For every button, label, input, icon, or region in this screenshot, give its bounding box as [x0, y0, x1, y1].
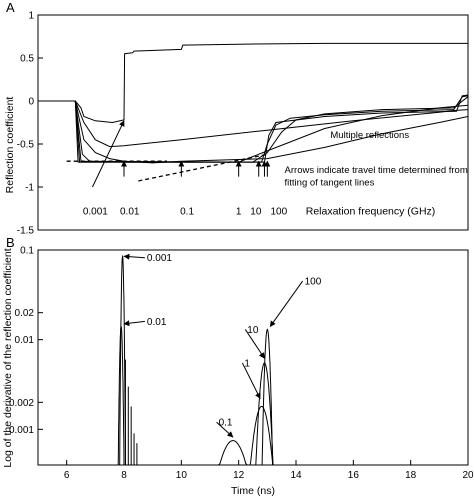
panel-b-peak-arrow: [123, 320, 145, 327]
panel-b-peak-arrow: [241, 362, 261, 400]
panel-a-annotation: fitting of tangent lines: [285, 177, 375, 188]
panel-b-peak-curve: [119, 254, 127, 466]
panel-b-peak-label: 100: [305, 277, 322, 288]
panel-b-peak-label: 0.1: [219, 418, 233, 429]
panel-a-ytick-label: -1.5: [17, 226, 35, 237]
panel-b-ytick-label: 0.01: [15, 335, 35, 346]
panel-a-arrow: [92, 120, 125, 188]
panel-b-peak-curve: [238, 405, 285, 466]
panel-a-series-line: [38, 95, 469, 163]
panel-a-series-line: [38, 42, 468, 124]
panel-a-frame: [37, 14, 469, 231]
panel-b-peak-label: 1: [244, 358, 250, 369]
panel-a-frequency-axis-label: Relaxation frequency (GHz): [306, 206, 436, 218]
panel-a-annotation: Multiple reflections: [330, 130, 409, 141]
panel-a-frequency-label: 10: [250, 207, 262, 218]
panel-b-frame: [37, 249, 469, 466]
panel-b-xtick-label: 12: [233, 470, 245, 481]
panel-b-peak-arrow: [244, 329, 265, 359]
panel-b-peak-arrow: [123, 253, 145, 260]
panel-a-ytick-label: -0.5: [17, 140, 35, 151]
panel-b-plot: 6 8 10 12 14 16 18 20 0.1 0.02 0.01 0.002 0.001 0.001…: [9, 246, 474, 482]
panel-b-xtick-label: 18: [405, 470, 417, 481]
panel-b-ytick-label: 0.002: [9, 398, 34, 409]
panel-b-ytick-label: 0.1: [20, 246, 34, 257]
panel-a-annotation: Arrows indicate travel time determined f…: [285, 165, 468, 176]
panel-b-ytick-label: 0.02: [15, 308, 35, 319]
panel-b-peak-arrow: [216, 421, 234, 438]
panel-b-ylabel: Log of the derivative of the reflection …: [2, 248, 14, 467]
panel-b-xtick-label: 20: [462, 470, 474, 481]
panel-b-peak-arrow: [269, 280, 304, 328]
panel-b-peak-label: 0.001: [147, 253, 172, 264]
panel-b-peak-label: 0.01: [147, 317, 167, 328]
panel-a-plot: 1 0.5 0 -0.5 -1 -1.5 Multiple reflections Arrow…: [17, 11, 469, 237]
panel-a-ylabel: Reflection coefficient: [4, 97, 16, 194]
panel-a-series-line: [38, 96, 469, 163]
panel-a-series-line: [38, 94, 469, 163]
panel-b-peak-curve: [117, 325, 126, 466]
panel-a-label: A: [6, 0, 15, 15]
panel-a-frequency-label: 1: [236, 207, 242, 218]
panel-b-xtick-label: 10: [176, 470, 188, 481]
panel-a-frequency-label: 100: [270, 207, 287, 218]
panel-a-frequency-label: 0.001: [83, 207, 108, 218]
panel-a-tangent-line: [138, 153, 268, 182]
panel-a-ytick-label: 1: [28, 11, 34, 22]
panel-a-ytick-label: 0: [28, 97, 34, 108]
panel-b-ytick-label: 0.001: [9, 425, 34, 436]
panel-b-xtick-label: 14: [290, 470, 302, 481]
panel-b-xlabel: Time (ns): [231, 485, 275, 497]
panel-a-frequency-label: 0.01: [120, 207, 140, 218]
panel-a-ytick-label: 0.5: [20, 54, 34, 65]
panel-b-xtick-label: 6: [64, 470, 70, 481]
panel-b-xtick-label: 8: [121, 470, 127, 481]
panel-a-frequency-label: 0.1: [180, 207, 194, 218]
panel-b-peak-label: 10: [247, 325, 259, 336]
panel-b-label: B: [6, 235, 15, 250]
panel-b-peak-curve: [260, 328, 275, 466]
panel-b-xtick-label: 16: [348, 470, 360, 481]
panel-a-ytick-label: -1: [25, 183, 34, 194]
